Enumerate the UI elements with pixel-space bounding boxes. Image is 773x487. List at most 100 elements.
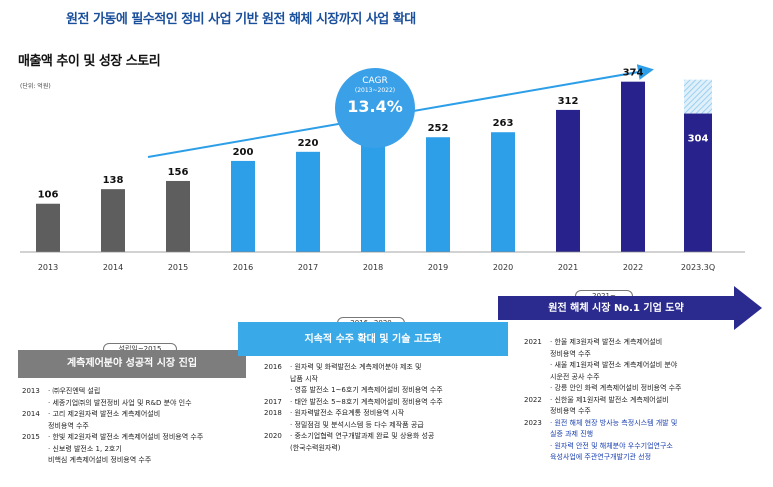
- bar-label-2020: 263: [493, 118, 514, 129]
- phase-2-item: 2016 · 원자력 및 화력발전소 계측제어분야 제조 및: [264, 362, 443, 374]
- phase-item-text: (한국수력원자력): [290, 443, 341, 452]
- cagr-value: 13.4%: [347, 97, 403, 116]
- phase-3-item: · 원자력 안전 및 해체분야 우수기업연구소: [524, 441, 682, 453]
- phase-item-text: · 태안 발전소 5~8호기 계측제어설비 정비용역 수주: [290, 397, 443, 406]
- phase-3-item: 정비용역 수주: [524, 406, 682, 418]
- phase-2-banner-bg: [238, 322, 508, 356]
- phase-item-year: 2018: [264, 409, 282, 417]
- phase-2-item: 2018 · 원자력발전소 주요계통 정비용역 시작: [264, 408, 443, 420]
- phase-item-year: 2013: [22, 387, 40, 395]
- phase-item-year: 2022: [524, 395, 542, 404]
- bar-2016: [231, 160, 255, 252]
- phase-1-item: · 신보령 발전소 1, 2호기: [22, 444, 203, 456]
- bar-2021: [556, 109, 580, 253]
- x-tick-2021: 2021: [558, 263, 578, 272]
- phase-item-text: · 신한울 제1원자력 발전소 계측제어설비: [550, 395, 669, 404]
- phase-1-list: 2013 · ㈜우진엔텍 설립 · 세종기업㈜의 발전정비 사업 및 R&D 분야 …: [22, 386, 203, 467]
- bar-label-2023.3Q: 304: [688, 134, 709, 145]
- phase-item-text: 비핵심 계측제어설비 정비용역 수주: [48, 456, 152, 464]
- phase-item-text: 정비용역 수주: [48, 421, 89, 430]
- phase-3-item: 2021 · 한울 제3원자력 발전소 계측제어설비: [524, 337, 682, 349]
- x-tick-2023.3Q: 2023.3Q: [681, 263, 715, 272]
- phase-item-text: · 강릉 안인 화력 계측제어설비 정비용역 수주: [550, 384, 682, 392]
- phase-item-year: 2020: [264, 432, 282, 440]
- bar-2022: [621, 81, 645, 253]
- chart-title: 매출액 추이 및 성장 스토리: [18, 54, 161, 69]
- x-tick-2015: 2015: [168, 263, 188, 272]
- phase-item-text: · 새울 제1원자력 발전소 계측제어설비 분야: [550, 361, 678, 369]
- phase-3-item: 육성사업에 주관연구개발기관 선정: [524, 452, 682, 464]
- phase-2-item: · 영흥 발전소 1~6호기 계측제어설비 정비용역 수주: [264, 385, 443, 397]
- phase-2-item: 납품 시작: [264, 374, 443, 386]
- revenue-bar-chart: 1062013138201415620152002016220201723520…: [20, 64, 745, 272]
- phase-item-year: 2023: [524, 418, 542, 427]
- x-tick-2016: 2016: [233, 263, 253, 272]
- phase-1-banner-bg: [18, 350, 246, 378]
- phase-1-item: 2014 · 고리 제2원자력 발전소 계측제어설비: [22, 409, 203, 421]
- phase-item-text: · 고리 제2원자력 발전소 계측제어설비: [48, 410, 161, 418]
- phase-item-text: 시운전 공사 수주: [550, 372, 600, 381]
- phase-item-text: · 원자력 및 화력발전소 계측제어분야 제조 및: [290, 363, 422, 371]
- phase-item-text: · 한울 제3원자력 발전소 계측제어설비: [550, 338, 663, 346]
- phase-1-item: 정비용역 수주: [22, 421, 203, 433]
- x-tick-2018: 2018: [363, 263, 383, 272]
- phase-item-year: 2021: [524, 338, 542, 346]
- phase-3-banner: 원전 해체 시장 No.1 기업 도약: [548, 303, 684, 314]
- bar-label-2017: 220: [298, 138, 319, 149]
- bar-label-2019: 252: [428, 123, 449, 134]
- bar-label-2021: 312: [558, 96, 579, 107]
- phase-1-item: 비핵심 계측제어설비 정비용역 수주: [22, 455, 203, 467]
- phase-2-banner: 지속적 수주 확대 및 기술 고도화: [304, 334, 442, 345]
- x-tick-2019: 2019: [428, 263, 448, 272]
- x-tick-2013: 2013: [38, 263, 58, 272]
- phase-item-year: 2017: [264, 397, 282, 406]
- bar-label-2013: 106: [38, 190, 59, 201]
- phase-item-text: · 정밀점검 및 분석시스템 등 다수 제작품 공급: [290, 420, 424, 429]
- phase-2-item: 2020 · 중소기업협력 연구개발과제 완료 및 상용화 성공: [264, 431, 443, 443]
- phase-3-item: 2023 · 원전 해체 현장 방사능 측정시스템 개발 및: [524, 418, 682, 430]
- phase-item-year: 2014: [22, 410, 40, 418]
- phase-item-text: 정비용역 수주: [550, 349, 591, 358]
- phase-3-item: 실증 과제 진행: [524, 429, 682, 441]
- cagr-badge: CAGR (2013~2022) 13.4%: [335, 68, 415, 148]
- x-tick-2020: 2020: [493, 263, 513, 272]
- phase-2-item: · 정밀점검 및 분석시스템 등 다수 제작품 공급: [264, 420, 443, 432]
- bar-2023.3Q: [684, 113, 712, 252]
- cagr-period: (2013~2022): [354, 87, 396, 94]
- phase-item-text: 정비용역 수주: [550, 407, 591, 415]
- phase-item-text: · 원자력 안전 및 해체분야 우수기업연구소: [550, 441, 673, 450]
- phase-item-text: 납품 시작: [290, 374, 318, 383]
- phase-item-text: 실증 과제 진행: [550, 430, 594, 438]
- bar-2017: [296, 151, 320, 252]
- phase-item-text: · 원자력발전소 주요계통 정비용역 시작: [290, 409, 405, 417]
- unit-label: (단위: 억원): [20, 83, 51, 90]
- phase-2-list: 2016 · 원자력 및 화력발전소 계측제어분야 제조 및 납품 시작 · 영흥 발…: [264, 362, 443, 454]
- phase-item-text: · 영흥 발전소 1~6호기 계측제어설비 정비용역 수주: [290, 386, 443, 394]
- phase-item-year: 2015: [22, 433, 40, 441]
- bar-2015: [166, 180, 190, 252]
- phase-2-item: 2017 · 태안 발전소 5~8호기 계측제어설비 정비용역 수주: [264, 397, 443, 409]
- bar-label-2016: 200: [233, 147, 254, 158]
- bar-2013: [36, 203, 60, 252]
- phase-item-text: · 한빛 제2원자력 발전소 계측제어설비 정비용역 수주: [48, 433, 204, 441]
- phase-1-banner: 계측제어분야 성공적 시장 진입: [66, 358, 198, 369]
- cagr-label: CAGR: [362, 76, 388, 86]
- phase-3-item: · 강릉 안인 화력 계측제어설비 정비용역 수주: [524, 383, 682, 395]
- phase-3-item: 정비용역 수주: [524, 349, 682, 361]
- x-tick-2014: 2014: [103, 263, 123, 272]
- phase-item-text: 육성사업에 주관연구개발기관 선정: [550, 453, 652, 461]
- phase-item-text: · ㈜우진엔텍 설립: [48, 387, 101, 395]
- bar-label-2015: 156: [168, 167, 189, 178]
- bar-2018: [361, 144, 385, 252]
- phase-item-text: · 신보령 발전소 1, 2호기: [48, 444, 122, 453]
- x-tick-2017: 2017: [298, 263, 318, 272]
- page-headline: 원전 가동에 필수적인 정비 사업 기반 원전 해체 시장까지 사업 확대: [66, 12, 416, 27]
- phase-item-text: · 원전 해체 현장 방사능 측정시스템 개발 및: [550, 418, 678, 427]
- bar-2014: [101, 189, 125, 252]
- bar-label-2014: 138: [103, 175, 124, 186]
- x-tick-2022: 2022: [623, 263, 643, 272]
- phase-1-item: 2015 · 한빛 제2원자력 발전소 계측제어설비 정비용역 수주: [22, 432, 203, 444]
- phase-3-item: 시운전 공사 수주: [524, 372, 682, 384]
- phase-1-item: 2013 · ㈜우진엔텍 설립: [22, 386, 203, 398]
